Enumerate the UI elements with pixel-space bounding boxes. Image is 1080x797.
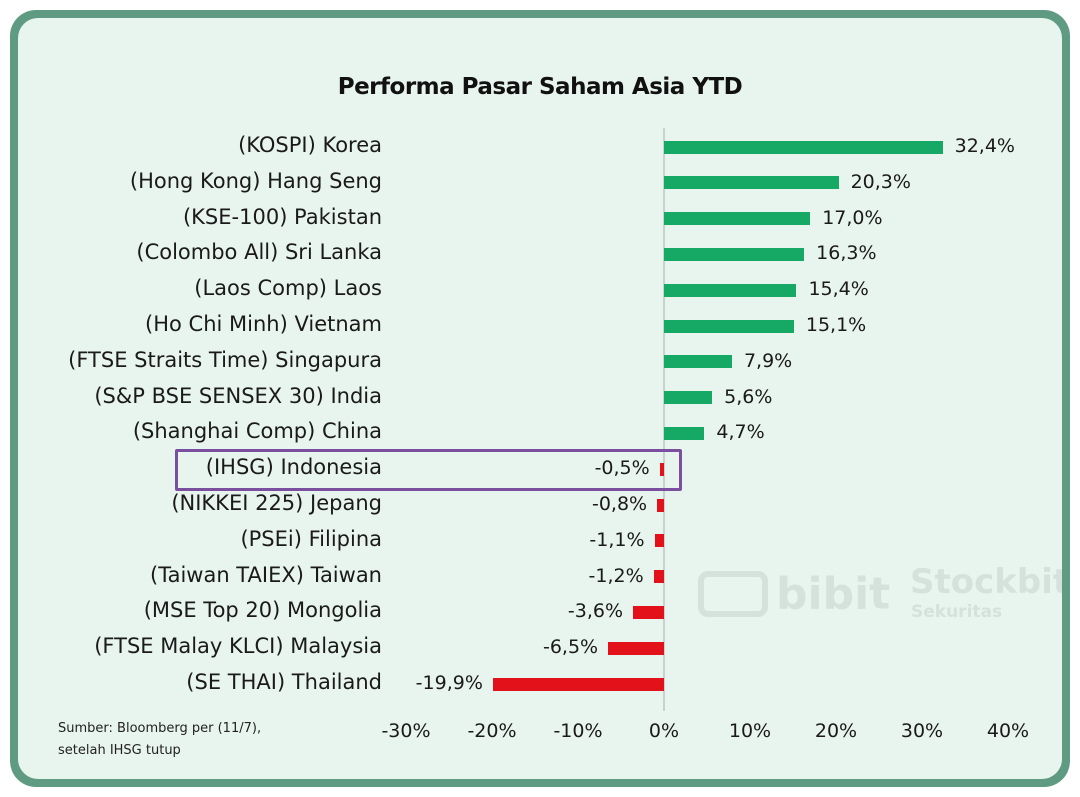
data-label: 15,4% [808,278,869,301]
data-label: 16,3% [816,242,877,265]
bar [608,641,664,655]
data-label: -0,5% [594,457,650,480]
category-label: (Laos Comp) Laos [194,276,382,301]
category-label: (SE THAI) Thailand [186,670,382,694]
category-label: (KSE-100) Pakistan [182,204,382,229]
bar [664,391,713,405]
data-label: -6,5% [542,636,599,659]
category-label: (Ho Chi Minh) Vietnam [145,312,382,336]
source-line-1: Sumber: Bloomberg per (11/7), [58,721,262,736]
data-label: 32,4% [954,135,1015,157]
category-label: (FTSE Straits Time) Singapura [68,347,382,372]
x-tick-label: 20% [814,720,858,742]
data-label: 7,9% [743,349,793,372]
x-tick-label: -10% [553,720,603,742]
data-label: -1,1% [589,528,645,551]
data-label: -3,6% [567,600,624,623]
zero-axis-line [663,128,665,711]
bar [664,319,794,333]
bar [659,462,664,476]
bar [664,247,805,261]
x-tick-label: 0% [648,720,680,742]
data-label: 17,0% [822,206,883,229]
category-label: (PSEi) Filipina [240,526,382,551]
data-label: -1,2% [588,564,644,587]
bibit-watermark: bibit [698,566,890,620]
data-label: -0,8% [591,493,648,515]
data-label: 20,3% [850,170,911,193]
bar [653,570,664,584]
bar [664,426,705,440]
bar [664,212,811,226]
highlight-box [175,449,682,492]
data-label: -19,9% [415,672,483,694]
bar [633,605,664,619]
category-label: (FTSE Malay KLCI) Malaysia [94,634,382,659]
sekuritas-watermark: Sekuritas [911,602,1003,622]
category-label: (S&P BSE SENSEX 30) India [94,383,382,408]
chart-title: Performa Pasar Saham Asia YTD [337,74,743,100]
category-label: (Colombo All) Sri Lanka [136,240,382,265]
bar [492,677,664,691]
data-label: 15,1% [805,314,867,336]
data-label: 4,7% [716,421,765,444]
category-label: (Hong Kong) Hang Seng [129,168,382,193]
stockbit-watermark: Stockbit [910,562,1062,602]
x-tick-label: -30% [381,720,431,742]
bar [664,283,797,297]
bar [664,140,943,154]
x-tick-label: -20% [467,720,517,742]
bar [664,355,732,369]
bibit-watermark-text: bibit [776,568,891,620]
bar [657,498,664,512]
data-label: 5,6% [724,385,773,408]
category-label: (Shanghai Comp) China [132,419,382,444]
x-tick-label: 10% [728,720,772,742]
category-label: (IHSG) Indonesia [205,455,382,480]
bar [664,176,839,190]
category-label: (KOSPI) Korea [238,133,382,157]
category-label: (NIKKEI 225) Jepang [171,491,382,515]
source-note: Sumber: Bloomberg per (11/7), setelah IH… [58,718,318,762]
bar [654,534,664,548]
chart-card: Performa Pasar Saham Asia YTD (KOSPI) Ko… [18,18,1062,779]
chart-frame: Performa Pasar Saham Asia YTD (KOSPI) Ko… [10,10,1070,787]
x-tick-label: 30% [900,720,944,742]
source-line-2: setelah IHSG tutup [58,743,181,758]
category-label: (Taiwan TAIEX) Taiwan [150,562,382,587]
category-label: (MSE Top 20) Mongolia [143,598,382,623]
x-tick-label: 40% [986,720,1030,742]
